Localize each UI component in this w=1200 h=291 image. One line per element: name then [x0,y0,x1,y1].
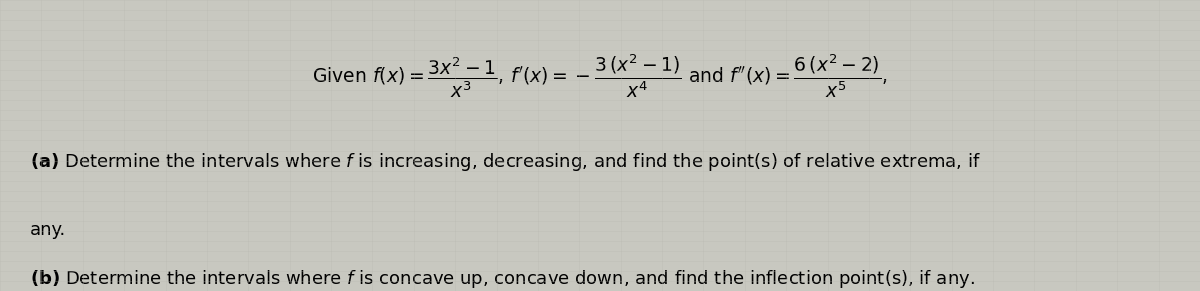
Text: $\mathbf{(a)}$ Determine the intervals where $f$ is increasing, decreasing, and : $\mathbf{(a)}$ Determine the intervals w… [30,151,980,173]
Text: $\mathbf{(b)}$ Determine the intervals where $f$ is concave up, concave down, an: $\mathbf{(b)}$ Determine the intervals w… [30,268,974,290]
Text: Given $f(x) = \dfrac{3x^2-1}{x^3},\,f'(x) = -\dfrac{3\,(x^2-1)}{x^4}$ and $f''(x: Given $f(x) = \dfrac{3x^2-1}{x^3},\,f'(x… [312,52,888,100]
Text: any.: any. [30,221,66,239]
